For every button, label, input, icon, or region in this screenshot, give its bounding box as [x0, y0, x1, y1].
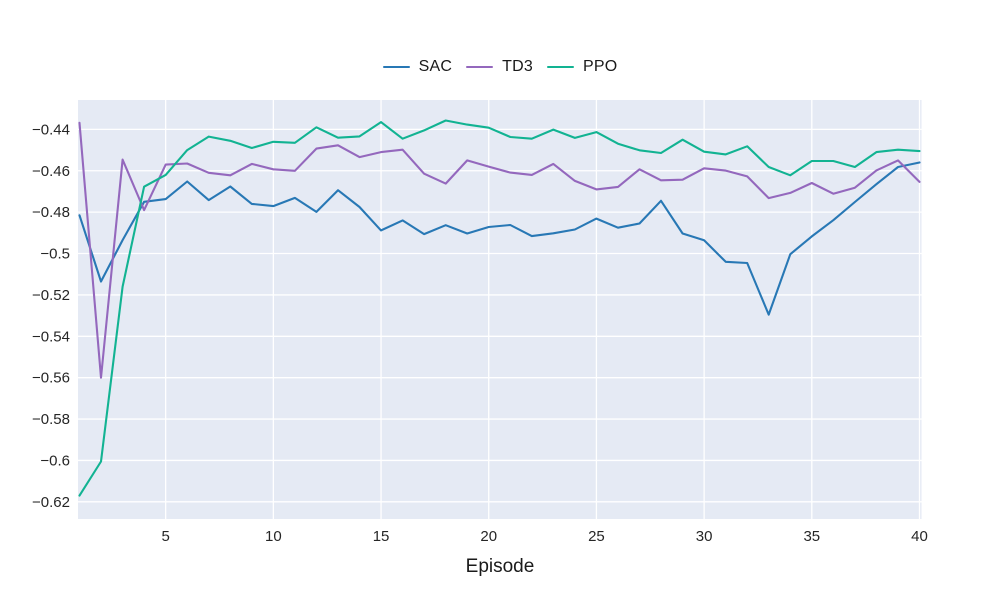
- y-tick-label-−0.52: −0.52: [32, 287, 70, 304]
- legend: SAC TD3 PPO: [0, 58, 1000, 76]
- x-tick-label-5: 5: [161, 528, 169, 545]
- x-tick-label-30: 30: [696, 528, 713, 545]
- x-tick-label-35: 35: [803, 528, 820, 545]
- x-tick-label-20: 20: [480, 528, 497, 545]
- x-tick-label-15: 15: [373, 528, 390, 545]
- y-tick-label-−0.58: −0.58: [32, 411, 70, 428]
- y-tick-label-−0.5: −0.5: [40, 246, 70, 263]
- y-tick-label-−0.48: −0.48: [32, 204, 70, 221]
- td3-line-swatch-icon: [466, 65, 494, 69]
- x-axis-title: Episode: [465, 556, 535, 577]
- legend-item-td3: TD3: [466, 58, 533, 76]
- legend-item-sac: SAC: [382, 58, 453, 76]
- legend-label-td3: TD3: [502, 58, 533, 75]
- y-tick-label-−0.6: −0.6: [40, 452, 70, 469]
- legend-label-ppo: PPO: [582, 58, 618, 75]
- x-tick-label-40: 40: [911, 528, 928, 545]
- td3-line: [78, 121, 921, 379]
- sac-line: [78, 161, 921, 316]
- y-tick-label-−0.46: −0.46: [32, 163, 70, 180]
- y-tick-label-−0.44: −0.44: [32, 121, 70, 138]
- ppo-line: [78, 119, 921, 497]
- sac-line-swatch-icon: [382, 65, 410, 69]
- legend-label-sac: SAC: [418, 58, 453, 75]
- y-tick-label-−0.54: −0.54: [32, 328, 70, 345]
- x-tick-label-10: 10: [265, 528, 282, 545]
- ppo-line-swatch-icon: [546, 65, 574, 69]
- plot-area: [78, 100, 922, 519]
- x-tick-label-25: 25: [588, 528, 605, 545]
- y-tick-label-−0.56: −0.56: [32, 370, 70, 387]
- y-tick-label-−0.62: −0.62: [32, 494, 70, 511]
- legend-item-ppo: PPO: [546, 58, 618, 76]
